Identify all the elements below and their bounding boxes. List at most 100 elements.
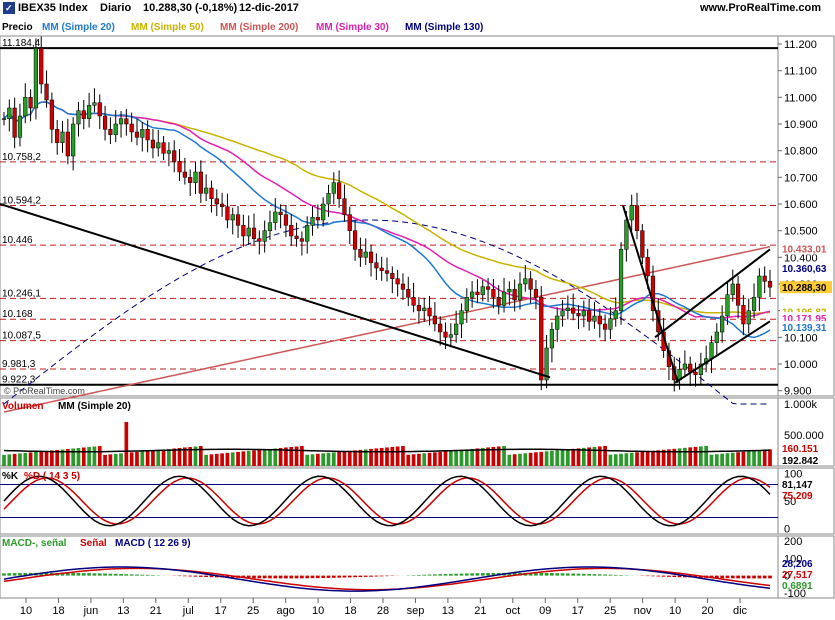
- volume-bar: [757, 450, 762, 466]
- candle: [214, 198, 219, 205]
- macd-hist-bar: [315, 575, 320, 579]
- volume-bar: [518, 453, 522, 466]
- macd-hist-bar: [427, 574, 432, 576]
- legend-price[interactable]: Precio: [2, 22, 33, 33]
- candle: [235, 214, 241, 226]
- candle: [299, 238, 304, 242]
- volume-bar: [640, 451, 645, 466]
- candle: [597, 315, 602, 325]
- x-tick-label: dic: [733, 605, 748, 617]
- candle: [485, 286, 491, 290]
- volume-bar: [81, 447, 86, 466]
- volume-bar: [103, 454, 107, 466]
- index-checkbox[interactable]: ✓: [3, 2, 15, 14]
- macd-hist-bar: [528, 572, 533, 576]
- candle: [363, 251, 368, 258]
- candle: [102, 115, 108, 130]
- volume-bar: [390, 446, 395, 466]
- legend-macd-hist[interactable]: MACD-, señal: [2, 538, 67, 549]
- volume-bar: [34, 451, 38, 466]
- macd-value-label: 0,6891: [782, 581, 813, 592]
- candle: [310, 217, 315, 226]
- level-label: 10.594,2: [2, 196, 41, 207]
- candle: [448, 334, 453, 338]
- volume-bar: [417, 453, 421, 466]
- macd-hist-bar: [736, 575, 740, 579]
- legend-volume[interactable]: Volumen: [2, 401, 44, 412]
- macd-hist-bar: [581, 573, 586, 576]
- macd-hist-bar: [246, 575, 251, 579]
- legend-mm50[interactable]: MM (Simple 50): [131, 22, 204, 33]
- macd-hist-bar: [113, 573, 118, 576]
- macd-hist-bar: [257, 575, 262, 579]
- candle: [305, 225, 310, 242]
- price-tick-label: 11.100: [784, 66, 817, 78]
- macd-hist-bar: [555, 573, 560, 576]
- volume-bar: [672, 448, 677, 466]
- macd-hist-bar: [18, 573, 22, 576]
- volume-bar: [571, 448, 576, 466]
- volume-bar: [619, 453, 623, 466]
- x-tick-label: 18: [344, 605, 356, 617]
- macd-hist-bar: [587, 573, 591, 576]
- candle: [55, 129, 60, 143]
- candle: [352, 230, 358, 250]
- index-name: IBEX35 Index: [18, 2, 88, 14]
- volume-bar: [486, 447, 490, 466]
- macd-hist-bar: [188, 575, 193, 577]
- legend-macd-signal[interactable]: Señal: [80, 538, 107, 549]
- candle: [374, 262, 379, 269]
- stoch-tick-label: 100: [784, 469, 802, 481]
- candle: [209, 187, 214, 199]
- candle: [28, 97, 33, 109]
- candle: [645, 257, 650, 277]
- legend-mm130[interactable]: MM (Simple 130): [405, 22, 484, 33]
- legend-stoch-d[interactable]: %D ( 14 3 5): [24, 471, 81, 482]
- macd-hist-bar: [12, 573, 17, 576]
- candle: [576, 313, 581, 317]
- legend-mm30[interactable]: MM (Simple 30): [316, 22, 389, 33]
- candle: [150, 139, 156, 149]
- volume-ma-value-label: 192.842: [782, 456, 819, 467]
- candle: [337, 182, 342, 199]
- candle: [735, 283, 741, 306]
- volume-bar: [736, 452, 740, 466]
- volume-bar: [746, 451, 751, 466]
- volume-bar: [491, 446, 496, 466]
- candle: [565, 307, 570, 311]
- candle: [267, 222, 273, 231]
- candle: [475, 291, 480, 295]
- macd-hist-bar: [97, 573, 102, 576]
- macd-hist-bar: [608, 574, 613, 576]
- volume-bar: [566, 449, 570, 466]
- volume-bar: [656, 450, 661, 466]
- candle: [166, 150, 172, 154]
- level-label: 10.087,5: [2, 331, 41, 342]
- macd-hist-bar: [374, 575, 379, 577]
- legend-macd[interactable]: MACD ( 12 26 9): [115, 538, 191, 549]
- legend-mm20[interactable]: MM (Simple 20): [42, 22, 115, 33]
- macd-hist-bar: [550, 573, 554, 576]
- candle: [422, 307, 427, 311]
- macd-hist-bar: [619, 575, 623, 576]
- volume-bar: [544, 451, 549, 466]
- volume-bar: [347, 450, 352, 466]
- macd-hist-bar: [268, 575, 272, 579]
- channel-upper: [654, 248, 771, 339]
- candle: [198, 171, 203, 194]
- macd-hist-bar: [683, 575, 687, 578]
- candle: [602, 323, 608, 330]
- volume-bar: [151, 450, 155, 466]
- macd-hist-bar: [433, 574, 437, 576]
- legend-volume-mm20[interactable]: MM (Simple 20): [58, 401, 131, 412]
- candle: [33, 48, 39, 109]
- volume-ma-line: [3, 448, 771, 453]
- legend-mm200[interactable]: MM (Simple 200): [220, 22, 299, 33]
- watermark: © ProRealTime.com: [4, 386, 85, 396]
- volume-bar: [470, 448, 474, 466]
- volume-bar: [683, 447, 687, 466]
- volume-bar: [268, 448, 272, 466]
- legend-stoch-k[interactable]: %K: [2, 471, 19, 482]
- volume-bar: [523, 453, 528, 466]
- price-tick-label: 10.700: [784, 172, 818, 184]
